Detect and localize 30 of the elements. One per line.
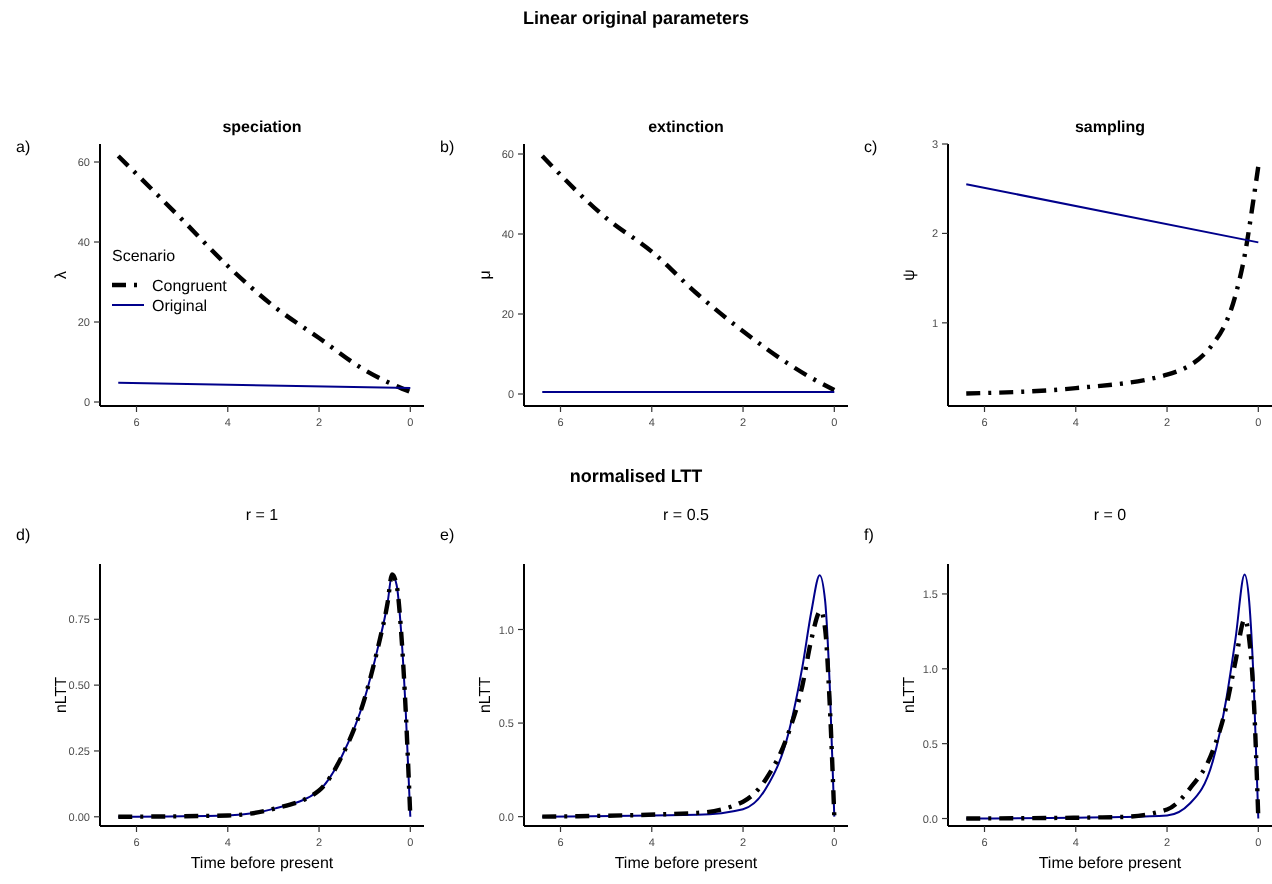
y-axis-title: nLTT: [52, 676, 70, 714]
text: Linear original parameters: [522, 8, 750, 28]
text: c): [864, 138, 878, 156]
line-series: [964, 164, 1261, 396]
legend-label: Congruent: [152, 277, 229, 295]
chart-title: speciation: [222, 118, 302, 136]
line-series: [116, 153, 413, 395]
text: a): [16, 138, 31, 156]
legend-title: Scenario: [112, 247, 177, 265]
y-axis-title: ψ: [900, 268, 918, 281]
x-axis-title: Time before present: [1038, 854, 1183, 872]
text: d): [16, 526, 31, 544]
y-axis-title: λ: [52, 271, 70, 279]
text: f): [864, 526, 875, 544]
text: b): [440, 138, 455, 156]
text: normalised LTT: [569, 466, 704, 486]
chart-title: extinction: [648, 118, 725, 136]
line-series: [964, 617, 1261, 821]
chart-title: r = 0: [1093, 506, 1128, 524]
chart-title: r = 1: [245, 506, 280, 524]
x-axis-title: Time before present: [190, 854, 335, 872]
y-axis-title: μ: [476, 269, 494, 280]
line-series: [540, 153, 837, 393]
x-axis-title: Time before present: [614, 854, 759, 872]
chart-title: r = 0.5: [663, 506, 710, 524]
legend-label: Original: [152, 297, 208, 315]
text: e): [440, 526, 455, 544]
chart-title: sampling: [1074, 118, 1146, 136]
y-axis-title: nLTT: [476, 676, 494, 714]
y-axis-title: nLTT: [900, 676, 918, 714]
